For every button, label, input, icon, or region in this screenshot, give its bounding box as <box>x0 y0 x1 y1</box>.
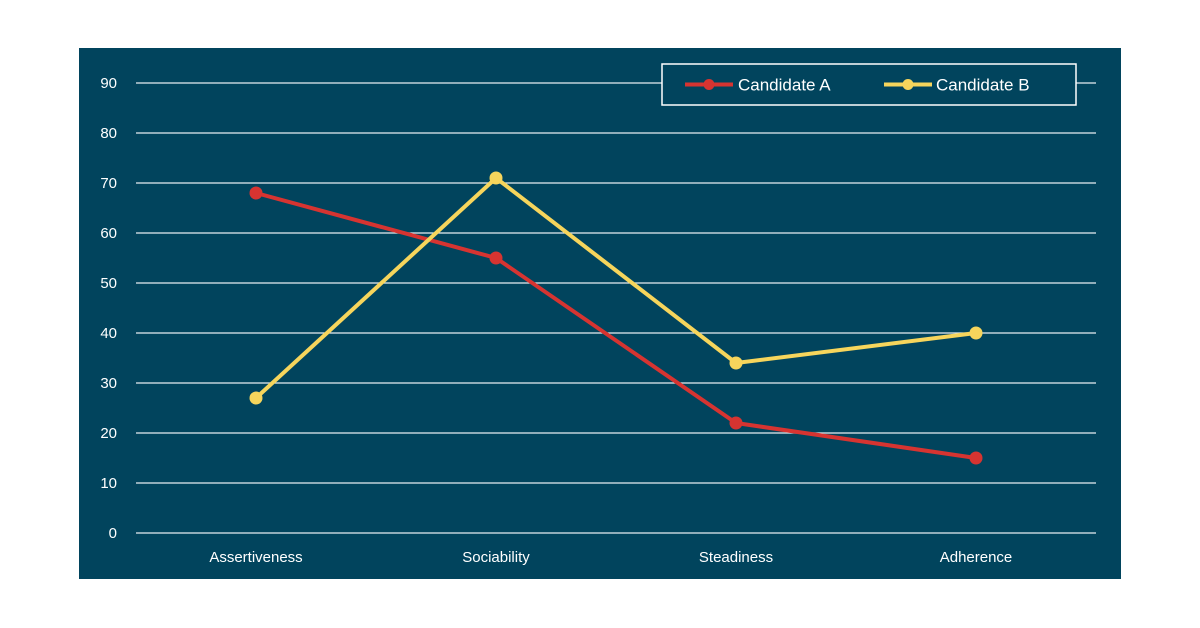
data-point <box>249 391 263 405</box>
series-candidate-a <box>249 186 983 465</box>
legend-label: Candidate B <box>936 76 1030 95</box>
line-chart: 0 10 20 30 40 50 60 70 80 90 Assertiveness Sociabi… <box>79 48 1121 579</box>
series-lines <box>249 171 983 465</box>
chart-background <box>79 48 1121 579</box>
x-tick-label: Steadiness <box>699 549 773 566</box>
y-tick-label: 70 <box>100 175 117 192</box>
data-point <box>729 416 743 430</box>
y-tick-label: 90 <box>100 75 117 92</box>
series-candidate-b <box>249 171 983 405</box>
x-axis-ticks: Assertiveness Sociability Steadiness Adhere… <box>209 549 1012 566</box>
chart-panel: 0 10 20 30 40 50 60 70 80 90 Assertiveness Sociabi… <box>79 48 1121 579</box>
y-tick-label: 80 <box>100 125 117 142</box>
legend: Candidate A Candidate B <box>661 63 1077 106</box>
data-point <box>729 356 743 370</box>
x-tick-label: Sociability <box>462 549 530 566</box>
y-tick-label: 40 <box>100 325 117 342</box>
y-tick-label: 60 <box>100 225 117 242</box>
y-tick-label: 20 <box>100 425 117 442</box>
data-point <box>969 451 983 465</box>
legend-swatch-marker <box>902 79 914 90</box>
y-tick-label: 0 <box>109 525 117 542</box>
data-point <box>969 326 983 340</box>
data-point <box>489 171 503 185</box>
data-point <box>249 186 263 200</box>
y-tick-label: 10 <box>100 475 117 492</box>
legend-label: Candidate A <box>738 76 831 95</box>
data-point <box>489 251 503 265</box>
y-axis-ticks: 0 10 20 30 40 50 60 70 80 90 <box>100 75 117 542</box>
legend-swatch-marker <box>703 79 715 90</box>
series-line <box>254 176 978 400</box>
y-tick-label: 30 <box>100 375 117 392</box>
x-tick-label: Adherence <box>940 549 1013 566</box>
x-tick-label: Assertiveness <box>209 549 302 566</box>
y-tick-label: 50 <box>100 275 117 292</box>
series-line <box>254 191 978 460</box>
